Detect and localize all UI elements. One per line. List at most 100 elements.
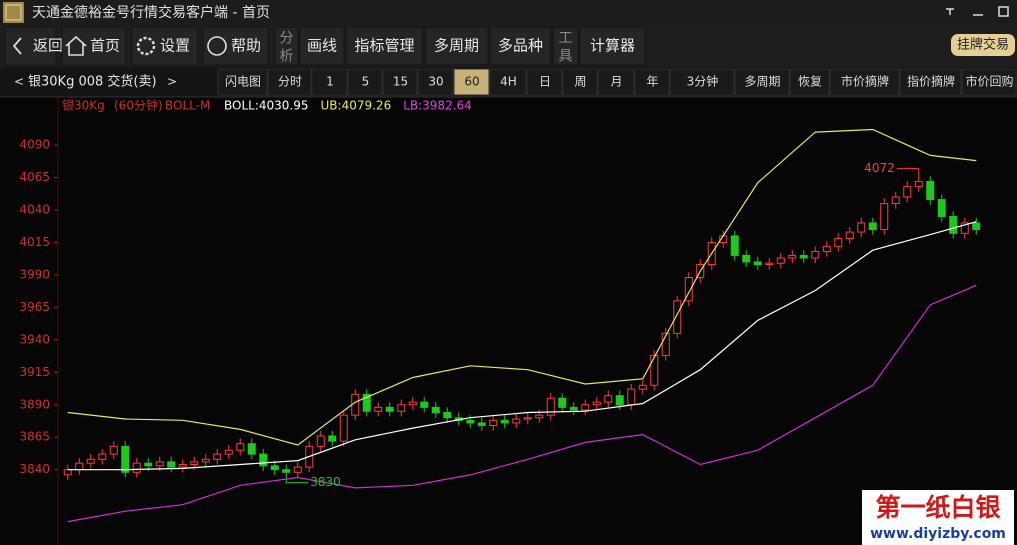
candle-body <box>75 462 84 471</box>
period-button[interactable] <box>961 68 1017 96</box>
period-button[interactable] <box>597 68 635 96</box>
toolbar-label[interactable]: 多品种 <box>498 37 543 55</box>
trade-button[interactable] <box>951 34 1015 56</box>
toolbar-label[interactable]: 返回 <box>33 37 63 55</box>
period-button[interactable] <box>829 68 900 96</box>
toolbar-label[interactable]: 多周期 <box>434 37 479 55</box>
period-button[interactable] <box>734 68 790 96</box>
period-label[interactable]: 4H <box>500 75 517 89</box>
candle-body <box>431 406 440 414</box>
window-title: 天通金德裕金号行情交易客户端 - 首页 <box>32 4 270 21</box>
maximize-button[interactable] <box>998 6 1009 17</box>
candle-body <box>834 238 843 247</box>
candle-body <box>98 453 107 460</box>
candle-body <box>293 466 302 473</box>
period-label[interactable]: 分时 <box>278 75 302 89</box>
trade-button-label[interactable]: 挂牌交易 <box>957 37 1009 53</box>
toolbar-button[interactable] <box>345 26 424 66</box>
candle-body <box>236 443 245 451</box>
watermark-title: 第一纸白银 <box>875 493 1001 522</box>
period-button[interactable] <box>562 68 598 96</box>
toolbar-label[interactable]: 首页 <box>90 37 120 55</box>
period-label[interactable]: 市价回购 <box>965 74 1013 89</box>
period-label[interactable]: 60 <box>464 75 479 89</box>
prev-product[interactable]: < <box>14 75 24 89</box>
period-label[interactable]: 年 <box>646 75 658 89</box>
toolbar-button[interactable] <box>274 26 299 66</box>
period-label[interactable]: 指价摘牌 <box>907 74 955 89</box>
candle-body <box>914 180 923 188</box>
period-label[interactable]: 3分钟 <box>687 74 719 89</box>
candle-body <box>408 401 417 406</box>
y-tick-label: 4090 <box>19 138 50 152</box>
toolbar-label[interactable]: 画线 <box>307 37 337 55</box>
toolbar-button[interactable] <box>61 26 127 66</box>
y-tick-label: 4015 <box>19 235 50 249</box>
period-button[interactable] <box>267 68 312 96</box>
period-label[interactable]: 多周期 <box>744 75 780 89</box>
indicator-value: BOLL:4030.95 <box>224 99 309 113</box>
menu-button[interactable] <box>946 8 954 15</box>
annotation-label: 4072 <box>864 161 895 175</box>
period-button[interactable] <box>789 68 830 96</box>
toolbar-button[interactable] <box>202 26 269 66</box>
period-button[interactable] <box>669 68 735 96</box>
y-tick-label: 3840 <box>19 462 50 476</box>
period-label[interactable]: 1 <box>326 75 334 89</box>
toolbar-button[interactable] <box>131 26 199 66</box>
candle-body <box>385 406 394 412</box>
candle-body <box>627 388 636 406</box>
toolbar-label[interactable]: 工具 <box>557 30 573 66</box>
toolbar-button[interactable] <box>299 26 345 66</box>
period-label[interactable]: 15 <box>393 75 408 89</box>
toolbar-label[interactable]: 分析 <box>278 30 294 66</box>
icon-home <box>65 35 87 56</box>
toolbar-button[interactable] <box>552 26 579 66</box>
toolbar-button[interactable] <box>489 26 552 66</box>
toolbar-label[interactable]: 设置 <box>160 37 190 55</box>
candle-body <box>523 417 532 420</box>
period-label[interactable]: 闪电图 <box>225 75 261 89</box>
period-label[interactable]: 月 <box>610 75 622 89</box>
toolbar-button[interactable] <box>424 26 489 66</box>
toolbar-button[interactable] <box>579 26 646 66</box>
candle-body <box>213 453 222 460</box>
period-button[interactable] <box>526 68 563 96</box>
period-label[interactable]: 30 <box>428 75 443 89</box>
period-button[interactable] <box>634 68 670 96</box>
candle-body <box>765 262 774 266</box>
toolbar-label[interactable]: 帮助 <box>231 37 261 55</box>
app-logo <box>3 2 24 23</box>
y-tick-label: 3940 <box>19 332 50 346</box>
product-name[interactable]: 银30Kg 008 交货(卖) <box>28 74 157 90</box>
window-controls[interactable] <box>946 6 1017 17</box>
candle-body <box>753 261 762 266</box>
candle-body <box>316 435 325 447</box>
period-button[interactable] <box>899 68 962 96</box>
period-button[interactable] <box>489 68 527 96</box>
period-label[interactable]: 市价摘牌 <box>841 74 889 89</box>
candle-body <box>535 414 544 419</box>
period-label[interactable]: 5 <box>362 75 370 89</box>
period-button[interactable] <box>382 68 418 96</box>
toolbar-label[interactable]: 计算器 <box>590 37 635 55</box>
period-button[interactable] <box>347 68 383 96</box>
period-button[interactable] <box>453 68 490 96</box>
period-button[interactable] <box>217 68 268 96</box>
candle-body <box>224 449 233 455</box>
y-tick-label: 4040 <box>19 202 50 216</box>
next-product[interactable]: > <box>167 75 177 89</box>
toolbar-label[interactable]: 指标管理 <box>354 37 414 55</box>
candle-body <box>512 418 521 424</box>
candle-body <box>937 199 946 217</box>
candle-body <box>121 445 130 473</box>
period-button[interactable] <box>417 68 454 96</box>
period-label[interactable]: 恢复 <box>798 75 822 89</box>
period-button[interactable] <box>311 68 348 96</box>
period-label[interactable]: 日 <box>539 75 551 89</box>
period-label[interactable]: 周 <box>574 75 586 89</box>
candle-body <box>742 254 751 263</box>
candle-body <box>420 401 429 408</box>
